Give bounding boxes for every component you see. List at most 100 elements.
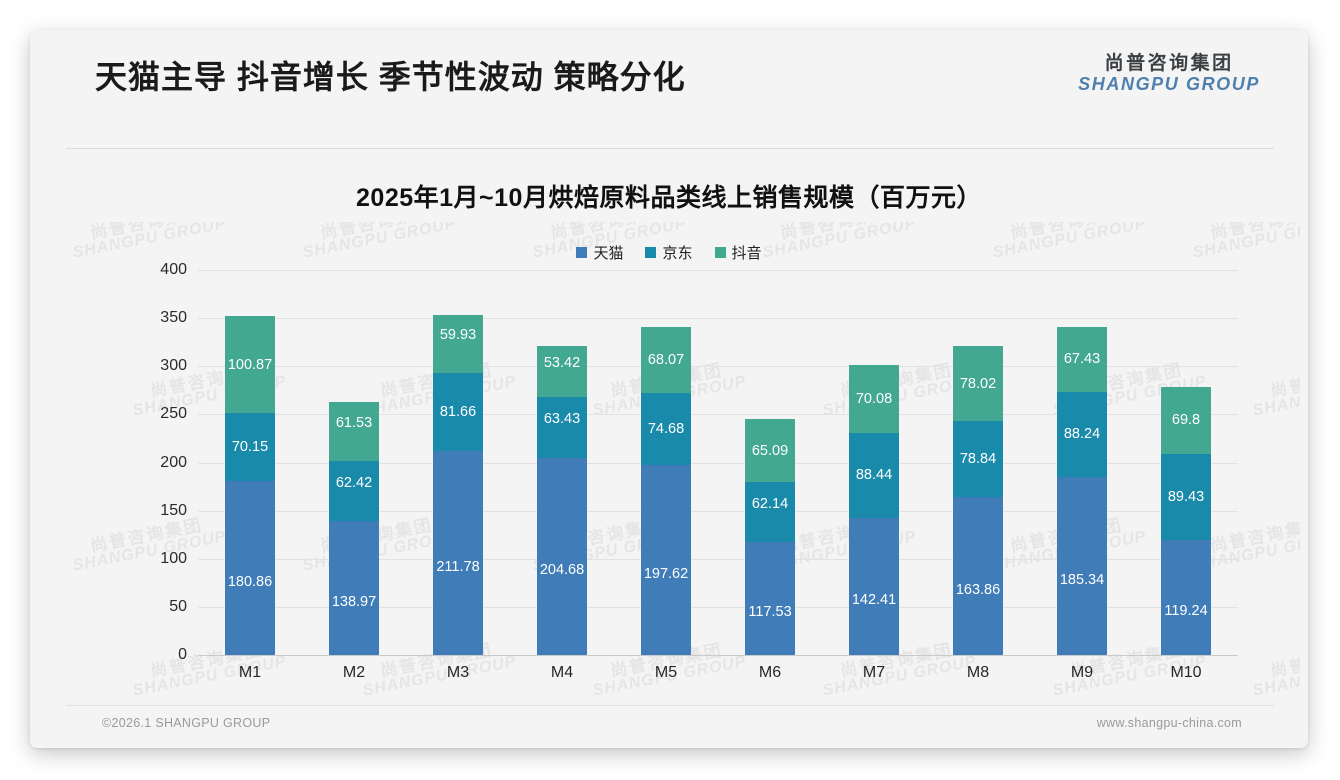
header-divider: [66, 148, 1274, 149]
page-title: 天猫主导 抖音增长 季节性波动 策略分化: [95, 59, 686, 95]
legend-label: 京东: [662, 245, 693, 262]
bar-segment-天猫[interactable]: 180.86: [225, 480, 275, 655]
bar-segment-京东[interactable]: 62.42: [329, 461, 379, 522]
bar-segment-抖音[interactable]: 65.09: [745, 419, 795, 483]
bar-value-label: 89.43: [1167, 488, 1205, 505]
legend-label: 天猫: [593, 245, 624, 262]
bar-group-M3[interactable]: 211.78 81.66 59.93: [406, 270, 510, 655]
bar-value-label: 68.07: [647, 351, 685, 368]
bar-value-label: 62.42: [335, 474, 373, 491]
bar-value-label: 69.8: [1171, 412, 1201, 429]
bar-segment-京东[interactable]: 62.14: [745, 482, 795, 542]
legend-entry-天猫[interactable]: 天猫: [576, 242, 623, 263]
bar-segment-京东[interactable]: 70.15: [225, 413, 275, 481]
bar-stack: 180.86 70.15 100.87: [225, 316, 275, 655]
y-axis-tick-label: 350: [160, 309, 187, 327]
y-axis-tick-label: 100: [160, 549, 187, 567]
chart-gridline: 50: [169, 598, 1238, 615]
bar-value-label: 59.93: [439, 327, 477, 344]
bar-value-label: 211.78: [436, 558, 480, 575]
legend-entry-抖音[interactable]: 抖音: [714, 242, 762, 263]
bar-value-label: 197.62: [643, 565, 689, 582]
chart-gridline: 200: [160, 454, 1238, 471]
bar-group-M9[interactable]: 185.34 88.24 67.43: [1030, 270, 1134, 655]
bar-group-M4[interactable]: 204.68 63.43 53.42: [510, 270, 614, 655]
bar-group-M1[interactable]: 180.86 70.15 100.87: [198, 270, 302, 655]
bar-segment-抖音[interactable]: 78.02: [953, 346, 1003, 422]
bar-segment-抖音[interactable]: 59.93: [433, 314, 483, 373]
bar-value-label: 185.34: [1059, 571, 1105, 588]
bar-group-M2[interactable]: 138.97 62.42 61.53: [302, 270, 406, 655]
legend-swatch-icon: [576, 247, 588, 258]
bar-stack: 117.53 62.14 65.09: [745, 419, 795, 655]
bar-value-label: 74.68: [647, 420, 685, 437]
bar-value-label: 138.97: [331, 593, 377, 610]
bar-stack: 142.41 88.44 70.08: [849, 365, 899, 655]
y-axis-tick-label: 150: [160, 501, 187, 519]
bar-segment-京东[interactable]: 89.43: [1161, 454, 1211, 541]
y-axis-tick-label: 0: [178, 646, 187, 663]
chart-axes: 0 50 100 150 200 250 300 350 400 180.86 70.15 100.…: [160, 261, 1238, 663]
bar-segment-抖音[interactable]: 69.8: [1161, 387, 1211, 455]
bar-value-label: 67.43: [1063, 351, 1101, 367]
brand-logo-cn: 尚普咨询集团: [1104, 53, 1234, 74]
bar-segment-京东[interactable]: 74.68: [641, 392, 691, 465]
x-axis-label-M7: M7: [862, 664, 886, 681]
bar-segment-天猫[interactable]: 197.62: [641, 464, 691, 655]
bar-value-label: 63.43: [543, 411, 581, 428]
bar-segment-天猫[interactable]: 142.41: [849, 517, 899, 655]
bar-group-M10[interactable]: 119.24 89.43 69.8: [1134, 270, 1238, 655]
chart-gridline: 350: [160, 309, 1238, 326]
slide-header: 天猫主导 抖音增长 季节性波动 策略分化 尚普咨询集团 SHANGPU GROU…: [30, 30, 1308, 118]
bar-segment-天猫[interactable]: 117.53: [745, 541, 795, 655]
legend-swatch-icon: [714, 247, 726, 258]
x-axis-label-M5: M5: [654, 664, 678, 681]
bar-value-label: 119.24: [1164, 603, 1208, 620]
bar-value-label: 70.15: [231, 438, 269, 455]
bar-segment-天猫[interactable]: 211.78: [433, 451, 483, 655]
bar-value-label: 81.66: [439, 403, 477, 420]
bar-segment-天猫[interactable]: 163.86: [953, 497, 1003, 655]
bar-group-M6[interactable]: 117.53 62.14 65.09: [718, 270, 822, 655]
x-axis-label-M3: M3: [446, 664, 470, 681]
bar-segment-抖音[interactable]: 70.08: [849, 365, 899, 433]
x-axis-label-M4: M4: [550, 664, 574, 681]
footer-copyright: ©2026.1 SHANGPU GROUP: [102, 716, 271, 730]
bar-segment-京东[interactable]: 81.66: [433, 372, 483, 452]
bar-segment-天猫[interactable]: 138.97: [329, 521, 379, 655]
bar-segment-京东[interactable]: 88.24: [1057, 391, 1107, 477]
bar-stack: 185.34 88.24 67.43: [1057, 326, 1107, 655]
chart-plot-region: 尚普咨询集团 SHANGPU GROUP 尚普咨询集团 SHANGPU GROUP 尚普…: [71, 222, 1300, 702]
bar-group-M5[interactable]: 197.62 74.68 68.07: [614, 270, 718, 655]
bar-value-label: 78.84: [959, 451, 997, 468]
bar-segment-天猫[interactable]: 185.34: [1057, 476, 1107, 655]
x-axis-label-M9: M9: [1070, 664, 1094, 681]
bar-group-M7[interactable]: 142.41 88.44 70.08: [822, 270, 926, 655]
bar-stack: 119.24 89.43 69.8: [1161, 387, 1211, 655]
bar-stack: 163.86 78.84 78.02: [953, 346, 1003, 655]
chart-bars-layer: 180.86 70.15 100.87 138.97 62.42 61.53 211.78 8…: [198, 270, 1238, 655]
bar-segment-天猫[interactable]: 204.68: [537, 458, 587, 655]
bar-segment-抖音[interactable]: 53.42: [537, 345, 587, 397]
bar-segment-抖音[interactable]: 67.43: [1057, 326, 1107, 392]
bar-segment-天猫[interactable]: 119.24: [1161, 540, 1211, 655]
bar-segment-抖音[interactable]: 61.53: [329, 401, 379, 462]
bar-value-label: 61.53: [335, 415, 373, 432]
bar-segment-京东[interactable]: 78.84: [953, 421, 1003, 498]
bar-segment-京东[interactable]: 88.44: [849, 432, 899, 518]
bar-segment-京东[interactable]: 63.43: [537, 396, 587, 458]
bar-stack: 197.62 74.68 68.07: [641, 327, 691, 655]
brand-logo: 尚普咨询集团 SHANGPU GROUP: [1078, 54, 1260, 94]
bar-segment-抖音[interactable]: 68.07: [641, 327, 691, 393]
bar-value-label: 78.02: [959, 375, 997, 392]
bar-group-M8[interactable]: 163.86 78.84 78.02: [926, 270, 1030, 655]
x-axis-label-M10: M10: [1170, 664, 1202, 681]
legend-swatch-icon: [645, 247, 657, 258]
footer-website: www.shangpu-china.com: [1096, 716, 1242, 730]
bar-segment-抖音[interactable]: 100.87: [225, 316, 275, 414]
chart-gridline: 250: [160, 405, 1238, 422]
bar-value-label: 65.09: [751, 442, 789, 459]
legend-entry-京东[interactable]: 京东: [645, 242, 693, 263]
x-axis-label-M1: M1: [238, 664, 262, 681]
